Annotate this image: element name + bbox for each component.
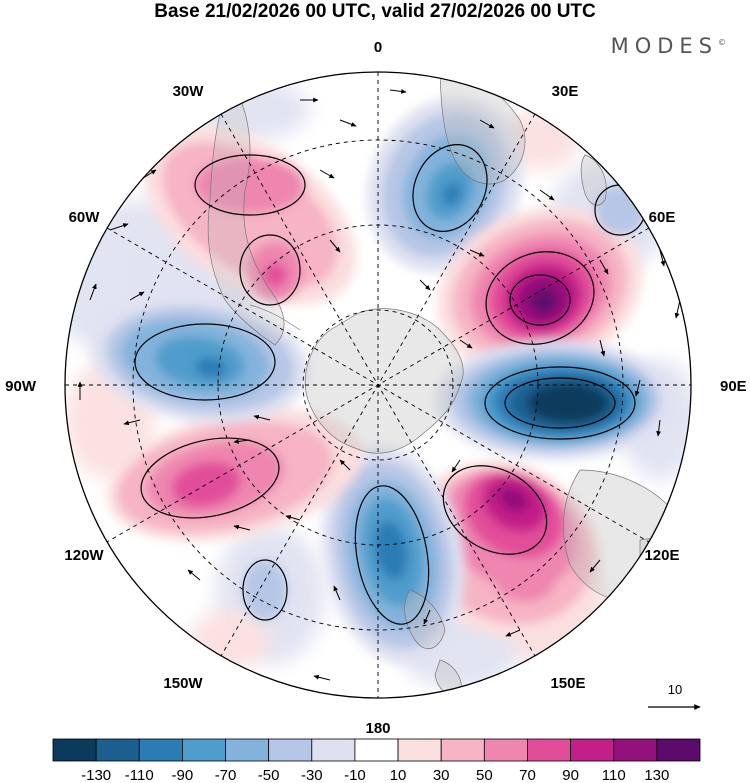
vector-reference-legend: 10	[648, 682, 701, 710]
colorbar-tick-label: -90	[172, 767, 194, 783]
brand-logo: MODES©	[611, 34, 726, 58]
colorbar-tick-label: 110	[602, 767, 626, 783]
colorbar-swatch	[613, 738, 658, 762]
colorbar-swatch	[311, 738, 356, 762]
lon-label-30e: 30E	[552, 83, 579, 100]
colorbar-swatch	[656, 738, 701, 762]
colorbar-tick-label: 90	[562, 767, 579, 783]
colorbar: -130 -110 -90 -70 -50 -30 -10 10 30 50 70 90 110 130	[52, 738, 701, 783]
colorbar-swatch	[440, 738, 485, 762]
lon-label-30w: 30W	[173, 83, 205, 100]
colorbar-swatch	[268, 738, 313, 762]
colorbar-swatch	[95, 738, 140, 762]
colorbar-tick-label: 10	[390, 767, 407, 783]
lon-label-120e: 120E	[644, 547, 679, 564]
colorbar-tick-label: -70	[215, 767, 237, 783]
colorbar-tick-label: 130	[644, 767, 669, 783]
lon-label-150e: 150E	[550, 675, 585, 692]
map-disc	[65, 72, 691, 698]
lon-label-180: 180	[365, 720, 390, 737]
colorbar-tick-label: -110	[125, 767, 154, 783]
colorbar-swatch	[181, 738, 226, 762]
graticule	[65, 72, 691, 698]
colorbar-tick-label: -10	[344, 767, 366, 783]
brand-name: MODES	[610, 34, 718, 58]
lon-label-150w: 150W	[163, 675, 203, 692]
colorbar-swatch	[354, 738, 399, 762]
lon-label-60w: 60W	[69, 209, 101, 226]
colorbar-swatch	[52, 738, 97, 762]
brand-copyright-mark: ©	[718, 38, 726, 47]
lon-label-60e: 60E	[649, 209, 676, 226]
lon-label-90w: 90W	[5, 378, 37, 395]
lon-label-120w: 120W	[64, 547, 104, 564]
colorbar-swatch	[397, 738, 442, 762]
map-title: Base 21/02/2026 00 UTC, valid 27/02/2026…	[154, 1, 596, 22]
colorbar-swatch	[483, 738, 528, 762]
colorbar-tick-label: 70	[519, 767, 536, 783]
lon-label-0: 0	[374, 39, 382, 56]
anomaly-fields	[90, 97, 675, 665]
map-boundary	[64, 71, 692, 699]
colorbar-tick-label: 30	[433, 767, 450, 783]
vector-reference-label: 10	[668, 682, 682, 697]
colorbar-swatch	[570, 738, 615, 762]
colorbar-swatch	[138, 738, 183, 762]
colorbar-tick-label: 50	[476, 767, 493, 783]
lon-label-90e: 90E	[720, 378, 747, 395]
colorbar-swatch	[527, 738, 572, 762]
colorbar-tick-label: -130	[81, 767, 111, 783]
colorbar-tick-label: -30	[301, 767, 323, 783]
colorbar-tick-label: -50	[258, 767, 280, 783]
colorbar-swatch	[225, 738, 270, 762]
